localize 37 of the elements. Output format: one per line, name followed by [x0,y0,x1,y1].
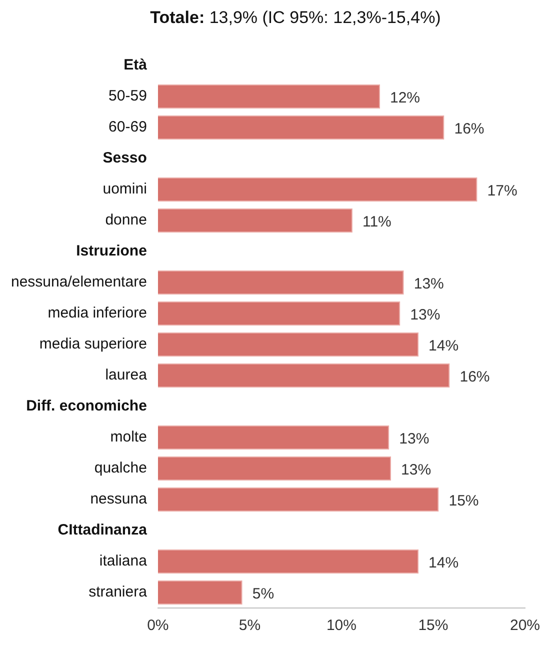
y-tick-label: italiana [99,552,148,570]
x-tick-label: 15% [418,617,448,634]
y-tick-label: media inferiore [48,304,147,322]
data-label: 17% [487,182,518,200]
data-label: 13% [401,462,432,479]
y-tick-label: straniera [88,584,148,601]
x-tick-label: 5% [238,617,261,634]
data-label: 15% [448,492,479,510]
data-label: 5% [252,586,274,603]
y-tick-label: nessuna [90,490,148,508]
y-tick-label: nessuna/elementare [10,274,147,291]
y-tick-label: donne [105,212,147,229]
y-tick-label: CIttadinanza [58,522,148,539]
data-label: 14% [428,554,459,572]
y-tick-label: Sesso [102,150,147,167]
chart-title: Totale: 13,9% (IC 95%: 12,3%-15,4%) [150,8,441,27]
y-tick-label: Istruzione [76,242,147,260]
y-tick-label: Diff. economiche [26,398,147,415]
data-label: 13% [410,306,440,324]
y-tick-label: molte [110,428,147,446]
y-tick-label: 60-69 [108,118,147,136]
y-tick-label: qualche [94,460,147,477]
x-tick-label: 0% [147,617,169,634]
y-tick-label: media superiore [39,336,147,353]
x-tick-label: 20% [510,617,540,634]
y-tick-label: uomini [102,180,147,198]
data-label: 12% [390,90,420,107]
data-label: 13% [414,276,444,293]
data-label: 14% [428,338,459,355]
x-tick-label: 10% [326,617,356,634]
data-label: 13% [399,430,430,448]
y-tick-label: laurea [105,366,148,384]
data-label: 11% [362,214,392,231]
data-label: 16% [454,120,484,138]
data-label: 16% [460,368,490,386]
y-tick-label: Età [124,56,148,74]
y-tick-label: 50-59 [108,88,147,105]
